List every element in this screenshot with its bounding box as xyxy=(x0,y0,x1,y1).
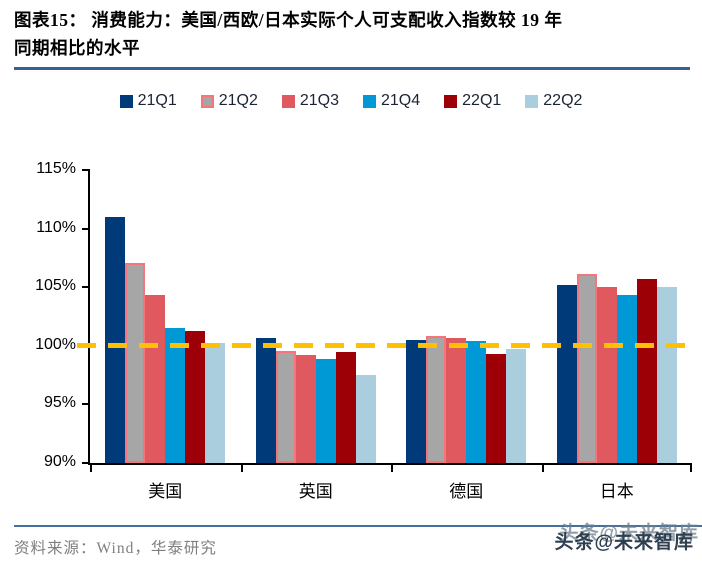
bar-21q1-group4 xyxy=(556,284,577,463)
legend-swatch-21q2 xyxy=(200,94,214,108)
y-axis-tick-label: 100% xyxy=(35,335,76,353)
legend-swatch-21q1 xyxy=(119,94,133,108)
y-axis-tick-mark xyxy=(82,403,90,406)
legend-swatch-21q3 xyxy=(281,94,295,108)
legend-swatch-22q2 xyxy=(525,94,539,108)
watermark: 头条@未来智库 xyxy=(554,532,694,553)
bar-21q4-group1 xyxy=(165,328,186,463)
y-axis-tick-mark xyxy=(82,169,90,171)
x-axis-tick-mark xyxy=(690,465,692,472)
bar-21q3-group4 xyxy=(596,287,617,463)
y-axis-tick-label: 105% xyxy=(35,277,76,295)
x-axis-tick-mark xyxy=(541,465,544,472)
legend-swatch-21q4 xyxy=(363,94,376,108)
footer-divider xyxy=(14,525,702,527)
bar-22q2-group2 xyxy=(355,375,376,463)
y-axis-tick-label: 110% xyxy=(36,218,76,236)
figure-title: 图表15： 消费能力：美国/西欧/日本实际个人可支配收入指数较 19 年 同期相… xyxy=(14,6,690,62)
bar-22q2-group3 xyxy=(506,349,527,463)
legend-item-21q3: 21Q3 xyxy=(281,92,339,110)
source-label: 资料来源：Wind，华泰研究 xyxy=(14,540,217,557)
title-underline xyxy=(14,67,690,70)
legend-label-21q4: 21Q4 xyxy=(381,92,421,109)
legend-label-22q2: 22Q2 xyxy=(543,92,583,109)
bar-21q1-group2 xyxy=(255,337,276,463)
y-axis-tick-mark xyxy=(82,286,90,289)
bar-21q2-group1 xyxy=(125,262,146,463)
x-axis-category-label: 英国 xyxy=(298,482,333,501)
legend-item-21q1: 21Q1 xyxy=(119,92,177,110)
legend-swatch-22q1 xyxy=(444,94,458,108)
legend-label-21q1: 21Q1 xyxy=(137,92,177,109)
legend-item-22q2: 22Q2 xyxy=(525,92,582,110)
bar-21q4-group3 xyxy=(466,341,487,463)
bar-21q2-group4 xyxy=(576,274,597,463)
chart-legend: 21Q1 21Q2 21Q3 21Q4 22Q1 22Q2 xyxy=(0,92,702,110)
bar-21q4-group2 xyxy=(315,358,336,463)
bar-21q3-group2 xyxy=(295,355,316,463)
x-axis-tick-mark xyxy=(90,465,92,472)
bar-21q2-group3 xyxy=(426,336,447,463)
bar-22q1-group3 xyxy=(486,354,507,463)
bar-21q1-group1 xyxy=(105,216,126,463)
legend-item-21q4: 21Q4 xyxy=(363,92,420,110)
figure-title-line1: 图表15： 消费能力：美国/西欧/日本实际个人可支配收入指数较 19 年 xyxy=(14,10,563,30)
y-axis-tick-label: 90% xyxy=(43,453,76,470)
figure-title-line2: 同期相比的水平 xyxy=(14,38,140,58)
bar-22q1-group2 xyxy=(335,351,356,463)
legend-item-22q1: 22Q1 xyxy=(444,92,501,110)
y-axis-tick-mark xyxy=(82,227,90,230)
bar-21q3-group3 xyxy=(446,337,467,463)
x-axis-tick-mark xyxy=(391,465,393,472)
y-axis-tick-label: 95% xyxy=(43,394,76,412)
bar-22q1-group4 xyxy=(636,279,657,463)
bar-21q2-group2 xyxy=(275,350,296,463)
bar-21q3-group1 xyxy=(145,295,166,463)
bar-22q2-group1 xyxy=(205,343,226,463)
legend-label-22q1: 22Q1 xyxy=(462,92,502,109)
x-axis-category-label: 日本 xyxy=(599,482,634,501)
bar-22q2-group4 xyxy=(656,287,677,463)
legend-label-21q2: 21Q2 xyxy=(218,92,258,109)
plot-area: 115% 110% 105% 100% 95% 90% 美国 英国 德国 日本 xyxy=(35,160,693,501)
legend-item-21q2: 21Q2 xyxy=(200,92,258,110)
x-axis-tick-mark xyxy=(240,465,243,472)
reference-line-100pct xyxy=(77,343,693,349)
y-axis-tick-label: 115% xyxy=(36,160,76,177)
bar-21q1-group3 xyxy=(406,339,427,463)
bar-21q4-group4 xyxy=(616,295,637,463)
x-axis-category-label: 美国 xyxy=(148,482,183,501)
legend-label-21q3: 21Q3 xyxy=(299,92,339,109)
y-axis-tick-mark xyxy=(82,462,90,464)
bar-22q1-group1 xyxy=(185,330,206,463)
x-axis-category-label: 德国 xyxy=(449,482,484,501)
